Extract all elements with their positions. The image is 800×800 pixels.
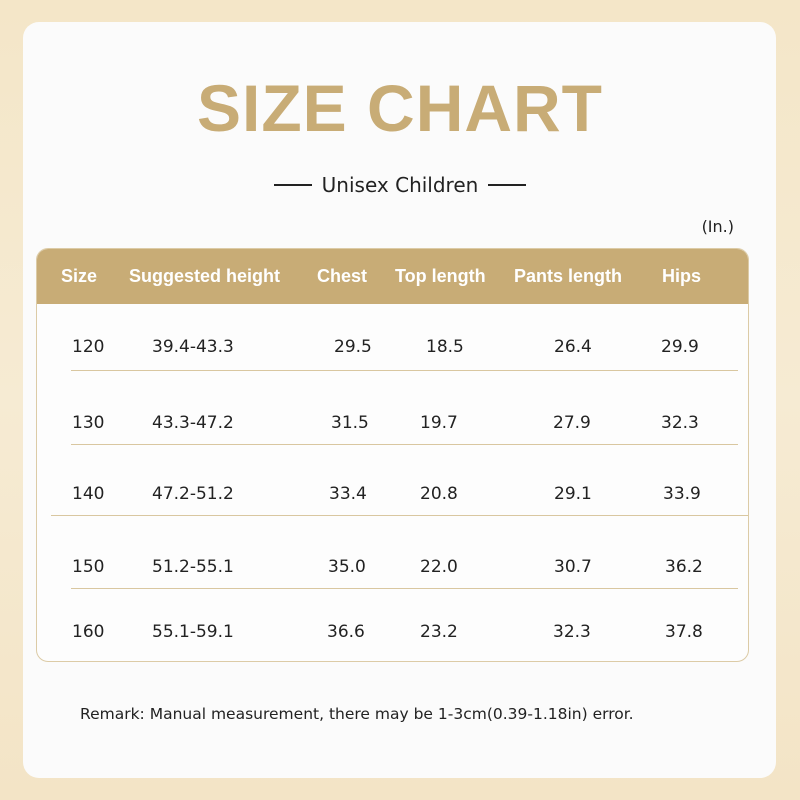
header-suggested-height: Suggested height xyxy=(129,266,281,286)
subtitle: Unisex Children xyxy=(321,173,479,197)
subtitle-line-left xyxy=(273,184,312,186)
row-divider xyxy=(51,515,748,516)
header-pants-length: Pants length xyxy=(514,266,623,286)
cell-size: 160 xyxy=(72,622,105,642)
header-size: Size xyxy=(61,266,98,286)
cell-hips: 29.9 xyxy=(661,337,699,357)
cell-hips: 36.2 xyxy=(665,557,703,577)
cell-chest: 31.5 xyxy=(331,413,369,433)
cell-size: 140 xyxy=(72,484,105,504)
subtitle-line-right xyxy=(488,184,527,186)
cell-height: 43.3-47.2 xyxy=(152,413,234,433)
cell-pants-length: 27.9 xyxy=(553,413,591,433)
cell-hips: 37.8 xyxy=(665,622,703,642)
cell-top-length: 18.5 xyxy=(426,337,464,357)
cell-pants-length: 29.1 xyxy=(554,484,592,504)
cell-hips: 32.3 xyxy=(661,413,699,433)
cell-chest: 29.5 xyxy=(334,337,372,357)
cell-height: 51.2-55.1 xyxy=(152,557,234,577)
cell-chest: 33.4 xyxy=(329,484,367,504)
cell-chest: 35.0 xyxy=(328,557,366,577)
cell-pants-length: 30.7 xyxy=(554,557,592,577)
header-chest: Chest xyxy=(317,266,368,286)
cell-top-length: 19.7 xyxy=(420,413,458,433)
size-table: Size Suggested height Chest Top length P… xyxy=(36,248,749,662)
cell-pants-length: 26.4 xyxy=(554,337,592,357)
header-hips: Hips xyxy=(662,266,702,286)
cell-chest: 36.6 xyxy=(327,622,365,642)
cell-top-length: 22.0 xyxy=(420,557,458,577)
cell-pants-length: 32.3 xyxy=(553,622,591,642)
cell-hips: 33.9 xyxy=(663,484,701,504)
cell-size: 150 xyxy=(72,557,105,577)
remark-note: Remark: Manual measurement, there may be… xyxy=(80,705,634,723)
cell-height: 55.1-59.1 xyxy=(152,622,234,642)
cell-top-length: 20.8 xyxy=(420,484,458,504)
table-header: Size Suggested height Chest Top length P… xyxy=(37,249,748,304)
page-title: SIZE CHART xyxy=(197,71,603,145)
subtitle-group: Unisex Children xyxy=(0,171,800,199)
cell-height: 47.2-51.2 xyxy=(152,484,234,504)
unit-label: (In.) xyxy=(701,217,734,236)
cell-size: 130 xyxy=(72,413,105,433)
header-top-length: Top length xyxy=(395,266,486,286)
cell-height: 39.4-43.3 xyxy=(152,337,234,357)
row-divider xyxy=(71,370,738,371)
cell-size: 120 xyxy=(72,337,105,357)
cell-top-length: 23.2 xyxy=(420,622,458,642)
row-divider xyxy=(71,588,738,589)
row-divider xyxy=(71,444,738,445)
